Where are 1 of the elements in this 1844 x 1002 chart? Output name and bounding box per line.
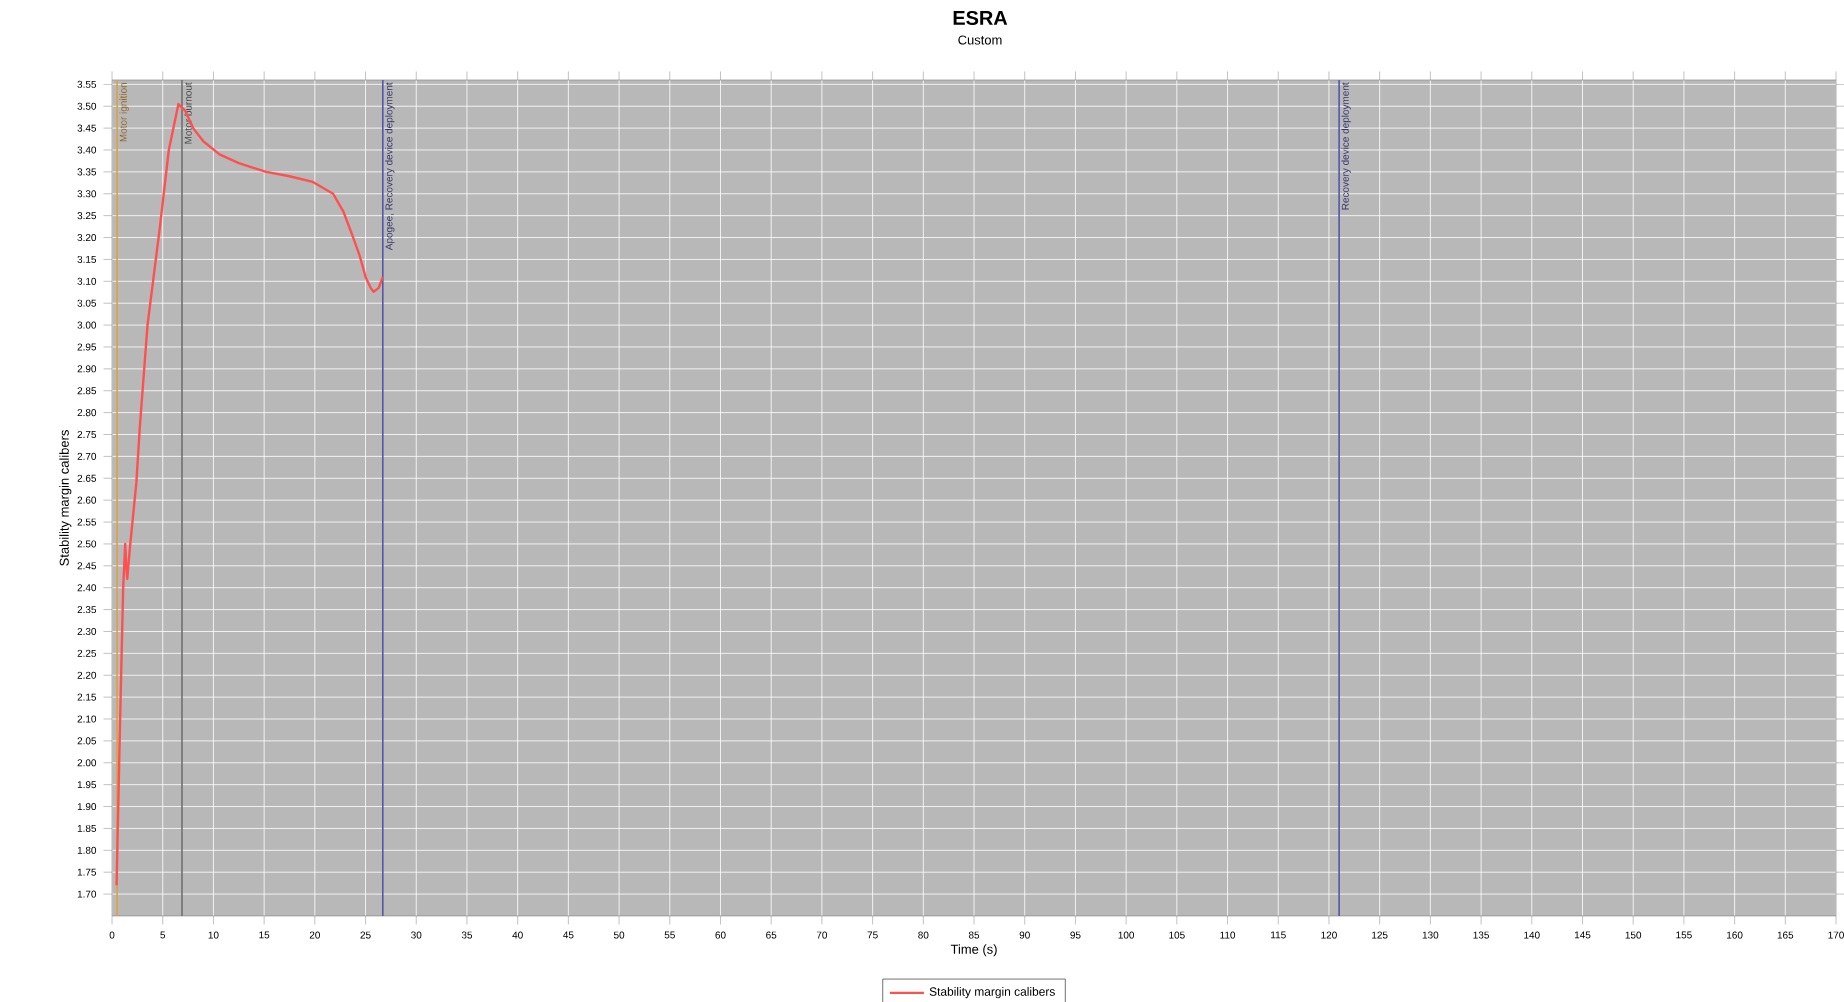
chart-title: ESRA bbox=[953, 10, 1008, 26]
